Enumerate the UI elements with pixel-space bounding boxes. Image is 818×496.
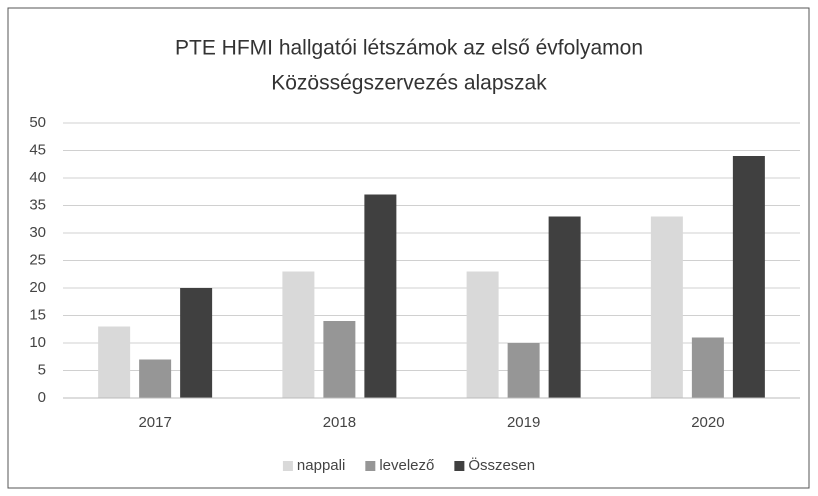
- bar: [507, 343, 540, 398]
- bar: [466, 271, 499, 398]
- bar: [282, 271, 315, 398]
- x-tick-label: 2020: [691, 414, 724, 431]
- bar: [732, 156, 765, 398]
- x-tick-label: 2017: [138, 414, 171, 431]
- y-tick-label: 30: [29, 224, 46, 241]
- bar: [650, 216, 683, 398]
- y-tick-label: 0: [38, 389, 46, 406]
- bar: [139, 359, 172, 398]
- bar: [364, 194, 397, 398]
- legend-swatch: [454, 461, 465, 471]
- bar: [323, 321, 356, 398]
- legend-label: Összesen: [468, 456, 535, 474]
- chart-title: PTE HFMI hallgatói létszámok az első évf…: [175, 37, 643, 60]
- chart-subtitle: Közösségszervezés alapszak: [271, 72, 547, 95]
- y-tick-label: 15: [29, 306, 46, 323]
- bar: [548, 216, 581, 398]
- y-tick-label: 35: [29, 196, 46, 213]
- x-tick-label: 2018: [323, 414, 356, 431]
- y-tick-label: 20: [29, 279, 46, 296]
- legend-label: nappali: [297, 457, 345, 474]
- legend-swatch: [365, 461, 376, 471]
- legend-swatch: [282, 461, 293, 471]
- y-tick-label: 45: [29, 141, 46, 158]
- bar: [180, 288, 213, 398]
- bar: [691, 337, 724, 398]
- legend-label: levelező: [379, 457, 434, 474]
- x-tick-label: 2019: [507, 414, 540, 431]
- y-tick-label: 10: [29, 334, 46, 351]
- y-tick-label: 50: [29, 114, 46, 131]
- y-tick-label: 25: [29, 251, 46, 268]
- y-tick-label: 40: [29, 169, 46, 186]
- bar: [98, 326, 131, 398]
- y-tick-label: 5: [38, 361, 46, 378]
